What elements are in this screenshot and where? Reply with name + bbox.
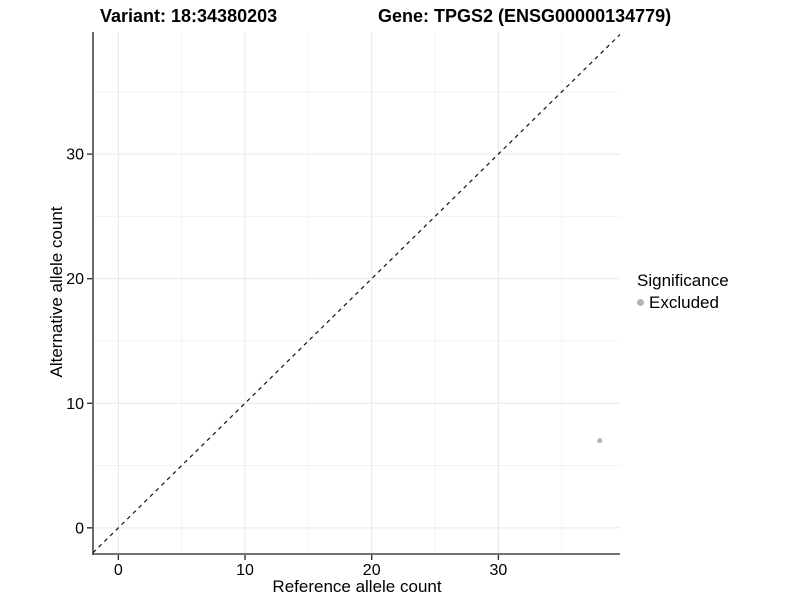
x-tick-label: 0 xyxy=(114,562,123,579)
legend-title: Significance xyxy=(637,271,729,290)
identity-dashed-line xyxy=(92,34,621,554)
legend-entry-label: Excluded xyxy=(649,293,719,312)
x-tick-label: 10 xyxy=(236,562,254,579)
plot-title-variant: Variant: 18:34380203 xyxy=(100,6,278,26)
legend-point-icon xyxy=(637,299,644,306)
y-axis-title: Alternative allele count xyxy=(47,206,66,378)
legend-entry-excluded: Excluded xyxy=(637,293,729,312)
plot-title-gene: Gene: TPGS2 (ENSG00000134779) xyxy=(378,6,672,26)
data-point-excluded xyxy=(597,438,603,444)
x-tick-label: 20 xyxy=(363,562,381,579)
x-axis-title: Reference allele count xyxy=(272,577,442,596)
y-tick-label: 0 xyxy=(75,520,84,537)
y-tick-label: 30 xyxy=(66,147,84,164)
legend: Significance Excluded xyxy=(637,271,729,312)
y-tick-label: 10 xyxy=(66,396,84,413)
x-tick-label: 30 xyxy=(489,562,507,579)
y-tick-label: 20 xyxy=(66,271,84,288)
